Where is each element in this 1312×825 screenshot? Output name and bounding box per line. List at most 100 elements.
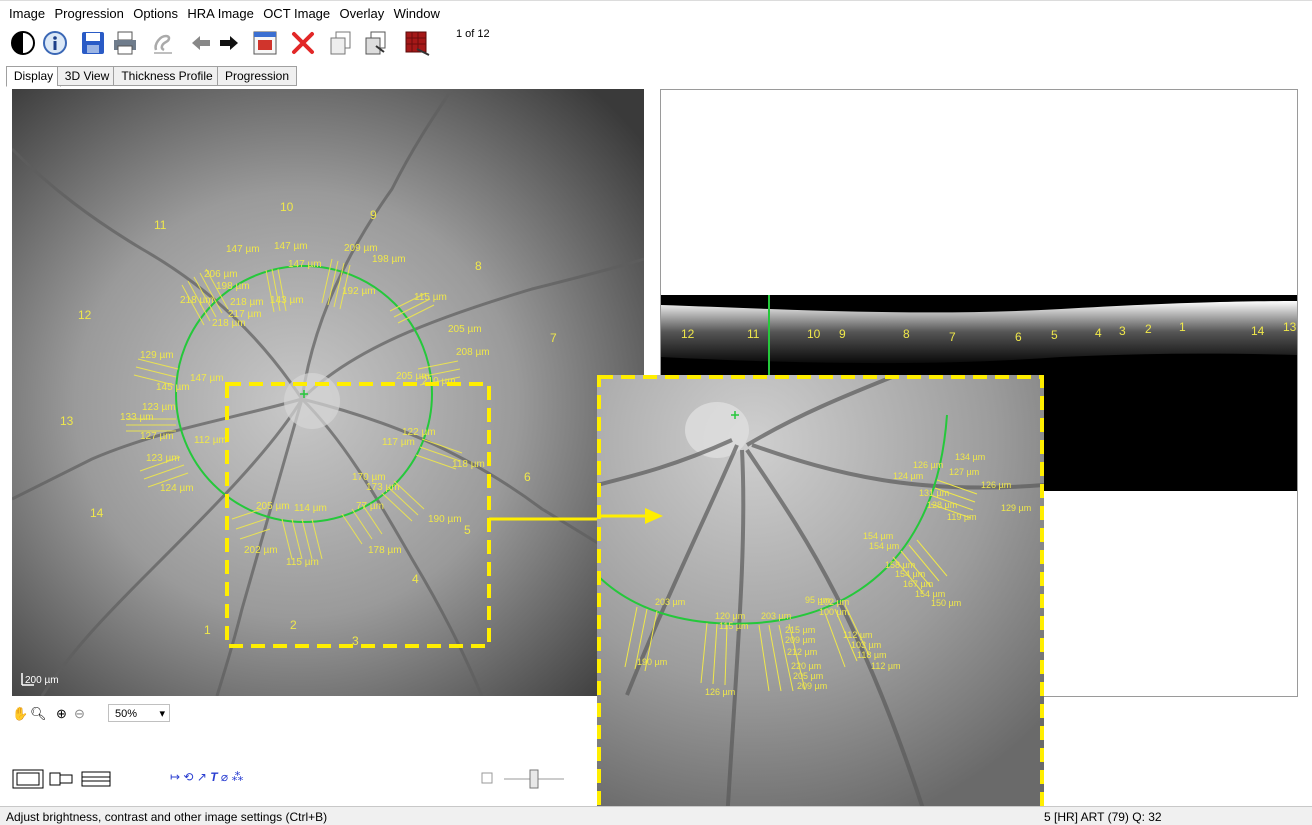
- zoom-thickness-label: 119 µm: [947, 512, 977, 522]
- forward-arrow-icon[interactable]: [214, 28, 244, 58]
- text-tool-icon[interactable]: T: [210, 770, 218, 784]
- thickness-label: 178 µm: [368, 545, 402, 556]
- circle-tool-icon[interactable]: ⌀: [220, 770, 229, 784]
- oct-sector-number: 14: [1251, 324, 1265, 338]
- thickness-label: 202 µm: [244, 545, 278, 556]
- sector-number: 1: [204, 623, 211, 637]
- brightness-slider[interactable]: [480, 768, 570, 790]
- back-arrow-icon[interactable]: [186, 28, 216, 58]
- menu-bar: Image Progression Options HRA Image OCT …: [0, 0, 1312, 27]
- layout-stack-icon[interactable]: [81, 771, 111, 787]
- magnify-icon[interactable]: 🔍︎: [30, 706, 47, 721]
- zoom-thickness-label: 126 µm: [913, 460, 943, 470]
- sector-number: 14: [90, 506, 104, 520]
- sector-number: 6: [524, 470, 531, 484]
- zoom-thickness-label: 124 µm: [893, 471, 923, 481]
- thickness-label: 114 µm: [294, 503, 327, 514]
- pan-hand-icon[interactable]: ✋: [12, 706, 29, 721]
- menu-overlay[interactable]: Overlay: [339, 6, 385, 21]
- zoom-thickness-label: 154 µm: [895, 569, 925, 579]
- oct-sector-number: 11: [747, 327, 760, 341]
- thickness-label: 198 µm: [216, 281, 250, 292]
- menu-hra-image[interactable]: HRA Image: [187, 6, 254, 21]
- layout-single-icon[interactable]: [12, 769, 44, 789]
- status-text: Adjust brightness, contrast and other im…: [6, 810, 328, 824]
- thickness-label: 124 µm: [160, 483, 194, 494]
- zoom-thickness-label: 131 µm: [919, 488, 949, 498]
- zoom-thickness-label: 126 µm: [981, 480, 1011, 490]
- layout-split-icon[interactable]: [49, 772, 73, 786]
- zoom-thickness-label: 118 µm: [857, 650, 887, 660]
- zoom-thickness-label: 129 µm: [1001, 503, 1031, 513]
- thickness-label: 209 µm: [344, 243, 378, 254]
- measure-icon[interactable]: ↦: [170, 770, 181, 784]
- delete-icon[interactable]: [288, 28, 318, 58]
- menu-oct-image[interactable]: OCT Image: [263, 6, 331, 21]
- oct-sector-number: 6: [1015, 330, 1022, 344]
- import-icon[interactable]: [250, 28, 280, 58]
- sector-number: 13: [60, 414, 74, 428]
- save-icon[interactable]: [78, 28, 108, 58]
- fundus-image[interactable]: 1 2 3 4 5 6 7 8 9 10 11 12 13 14 147 µm 147 µm 147 µm 20…: [12, 89, 644, 696]
- oct-sector-number: 3: [1119, 324, 1126, 338]
- thickness-label: 173 µm: [366, 482, 400, 493]
- zoom-thickness-label: 203 µm: [655, 597, 685, 607]
- thickness-label: 143 µm: [270, 295, 304, 306]
- zoom-out-icon[interactable]: ⊖: [74, 706, 85, 721]
- zoom-thickness-label: 112 µm: [871, 661, 901, 671]
- zoom-thickness-label: 128 µm: [927, 500, 957, 510]
- thickness-label: 170 µm: [352, 472, 386, 483]
- zoom-thickness-label: 103 µm: [851, 640, 881, 650]
- tab-thickness-profile[interactable]: Thickness Profile: [113, 66, 221, 86]
- thickness-label: 147 µm: [288, 259, 322, 270]
- copy-icon[interactable]: [326, 28, 356, 58]
- contrast-icon[interactable]: [8, 28, 38, 58]
- zoom-thickness-label: 120 µm: [715, 611, 745, 621]
- thickness-label: 145 µm: [156, 382, 190, 393]
- zoom-in-icon[interactable]: ⊕: [56, 706, 67, 721]
- zoom-thickness-label: 112 µm: [843, 630, 873, 640]
- thickness-label: 123 µm: [146, 453, 180, 464]
- thickness-label: 129 µm: [140, 350, 174, 361]
- menu-progression[interactable]: Progression: [54, 6, 124, 21]
- grid-tool-icon[interactable]: ⁂: [231, 770, 244, 784]
- thickness-label: 112 µm: [194, 435, 227, 446]
- thickness-label: 218 µm: [180, 295, 214, 306]
- menu-image[interactable]: Image: [9, 6, 46, 21]
- thickness-label: 115 µm: [286, 557, 319, 568]
- zoom-thickness-label: 100 µm: [819, 607, 849, 617]
- export-icon[interactable]: [402, 28, 432, 58]
- menu-window[interactable]: Window: [393, 6, 440, 21]
- zoom-thickness-label: 127 µm: [949, 467, 979, 477]
- thickness-label: 210 µm: [422, 376, 456, 387]
- sector-number: 12: [78, 308, 92, 322]
- zoom-level-select[interactable]: 50% ▾: [108, 704, 170, 722]
- oct-sector-number: 8: [903, 327, 910, 341]
- tab-3d-view[interactable]: 3D View: [57, 66, 117, 86]
- thickness-label: 218 µm: [230, 297, 264, 308]
- scale-bar-label: 200 µm: [25, 675, 59, 686]
- zoom-thickness-label: 209 µm: [797, 681, 827, 691]
- zoom-thickness-label: 115 µm: [719, 621, 749, 631]
- edit-icon[interactable]: [148, 28, 178, 58]
- sector-number: 11: [154, 218, 167, 232]
- thickness-label: 208 µm: [456, 347, 490, 358]
- oct-sector-number: 9: [839, 327, 846, 341]
- sector-number: 3: [352, 634, 359, 648]
- chevron-down-icon: ▾: [159, 708, 165, 720]
- menu-options[interactable]: Options: [133, 6, 179, 21]
- thickness-label: 77 µm: [356, 501, 384, 512]
- print-icon[interactable]: [110, 28, 140, 58]
- arrow-tool-icon[interactable]: ↗: [196, 770, 207, 784]
- thickness-label: 127 µm: [140, 431, 174, 442]
- zoom-thickness-label: 154 µm: [863, 531, 893, 541]
- lasso-icon[interactable]: ⟲: [183, 770, 194, 784]
- zoom-thickness-label: 95 µm: [805, 595, 830, 605]
- tab-progression[interactable]: Progression: [217, 66, 297, 86]
- zoom-level-value: 50%: [115, 708, 138, 720]
- zoom-thickness-label: 205 µm: [793, 671, 823, 681]
- zoom-thickness-label: 150 µm: [931, 598, 961, 608]
- info-icon[interactable]: [40, 28, 70, 58]
- tab-display[interactable]: Display: [6, 66, 61, 87]
- copy-all-icon[interactable]: [360, 28, 390, 58]
